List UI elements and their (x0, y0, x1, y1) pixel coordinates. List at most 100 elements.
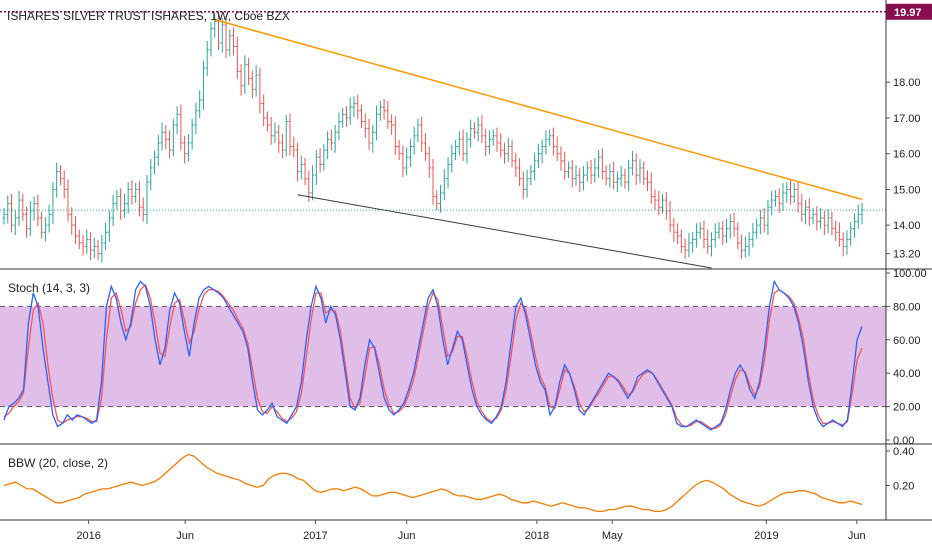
ohlc-bar (51, 182, 55, 225)
ohlc-bar (420, 116, 424, 152)
ohlc-bar (770, 191, 774, 216)
ohlc-bar (608, 163, 612, 188)
ohlc-bar (228, 29, 232, 57)
ohlc-bar (416, 118, 420, 143)
ohlc-bar (156, 134, 160, 167)
ohlc-bar (423, 133, 428, 161)
ohlc-bar (231, 27, 236, 56)
ohlc-bar (348, 97, 352, 126)
ohlc-bar (525, 169, 529, 198)
ohlc-bar (747, 232, 751, 257)
ohlc-bar (6, 195, 10, 224)
ohlc-bar (751, 223, 755, 248)
ohlc-bar (175, 106, 179, 135)
price-tick-label: 18.00 (893, 77, 921, 89)
ohlc-bar (619, 166, 623, 187)
ohlc-bar (792, 182, 796, 203)
ohlc-bar (70, 207, 74, 235)
bbw-tick-label: 0.20 (893, 481, 914, 493)
ohlc-bar (495, 127, 499, 152)
ohlc-bar (258, 67, 262, 114)
upper-trendline (214, 18, 863, 201)
ohlc-bar (378, 100, 382, 121)
ohlc-bar (427, 146, 431, 178)
ohlc-bar (743, 236, 747, 258)
ohlc-bar (691, 232, 695, 253)
stoch-tick-label: 40.00 (893, 368, 921, 380)
ohlc-bar (318, 148, 322, 173)
ohlc-bar (856, 204, 860, 229)
ohlc-bar (435, 190, 439, 211)
ohlc-bar (600, 148, 604, 180)
ohlc-bar (480, 115, 484, 144)
ohlc-bar (502, 142, 507, 164)
ohlc-bar (85, 229, 89, 254)
ohlc-bar (819, 208, 823, 229)
stoch-tick-label: 100.00 (893, 268, 927, 280)
ohlc-bar (773, 190, 778, 207)
ohlc-bar (374, 105, 379, 141)
ohlc-bar (536, 143, 540, 169)
ohlc-bar (533, 152, 537, 181)
ohlc-bar (254, 65, 258, 97)
ohlc-bar (596, 149, 601, 178)
ohlc-bar (119, 188, 123, 220)
ohlc-bar (250, 70, 254, 99)
ohlc-bar (13, 210, 17, 235)
ohlc-bar (634, 153, 638, 185)
ohlc-bar (653, 189, 657, 210)
ohlc-bar (706, 229, 710, 254)
price-tick-label: 13.20 (893, 249, 921, 261)
ohlc-bar (405, 147, 409, 176)
ohlc-bar (514, 152, 518, 177)
stoch-d-line (3, 283, 863, 429)
ohlc-bar (194, 102, 198, 135)
ohlc-bar (341, 107, 345, 128)
ohlc-bar (649, 172, 653, 204)
ohlc-bar (581, 166, 586, 191)
ohlc-bar (363, 113, 367, 138)
ohlc-bar (393, 116, 397, 155)
ohlc-bar (612, 161, 616, 190)
ohlc-bar (329, 129, 333, 151)
ohlc-bar (141, 197, 145, 222)
ohlc-bar (322, 143, 326, 171)
ohlc-bar (243, 55, 247, 94)
ohlc-bar (679, 229, 683, 253)
ohlc-bar (9, 193, 14, 233)
ohlc-bar (615, 171, 619, 193)
ohlc-bar (472, 122, 476, 139)
ohlc-bar (521, 171, 525, 200)
ohlc-bar (803, 199, 808, 225)
ohlc-bar (314, 149, 318, 185)
ohlc-bar (657, 191, 661, 216)
ohlc-bar (841, 232, 845, 257)
ohlc-bar (826, 208, 830, 234)
ohlc-bar (627, 159, 631, 192)
ohlc-bar (781, 183, 785, 211)
ohlc-bar (593, 158, 597, 183)
ohlc-bar (145, 174, 149, 225)
ohlc-bar (292, 136, 296, 158)
ohlc-bar (352, 96, 356, 118)
ohlc-bar (544, 130, 548, 155)
time-tick-label: Jun (176, 530, 194, 542)
time-tick-label: 2018 (525, 530, 549, 542)
ohlc-bar (295, 142, 300, 182)
ohlc-bar (822, 210, 826, 235)
ohlc-bar (469, 119, 473, 148)
ohlc-bar (386, 100, 390, 129)
ohlc-bar (43, 216, 47, 242)
ohlc-bar (724, 218, 729, 244)
ohlc-bar (40, 211, 44, 239)
ohlc-bar (269, 116, 273, 145)
ohlc-bar (461, 129, 465, 161)
ohlc-bar (24, 206, 29, 238)
ohlc-bar (585, 161, 589, 182)
ohlc-bar (739, 234, 744, 260)
time-tick-label: 2019 (754, 530, 778, 542)
ohlc-bar (104, 222, 108, 251)
ohlc-bar (630, 150, 635, 176)
ohlc-bar (777, 188, 781, 213)
